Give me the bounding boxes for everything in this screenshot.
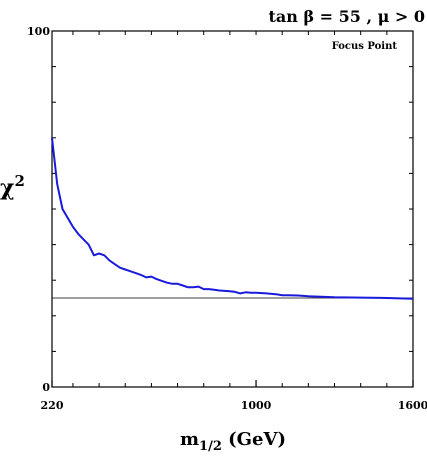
y-axis-label: χ2 xyxy=(0,172,25,201)
focus-point-annotation: Focus Point xyxy=(332,41,398,52)
x-tick-label: 1600 xyxy=(398,399,427,412)
y-tick-label: 0 xyxy=(42,381,50,394)
plot-frame xyxy=(51,30,414,388)
x-axis-label-sub: 1/2 xyxy=(199,439,222,454)
chi2-curve xyxy=(51,137,414,300)
x-tick-label: 1000 xyxy=(241,399,272,412)
x-axis-label-main: m xyxy=(180,429,199,450)
axis-ticks: 220 1000 1600 0 100 xyxy=(27,25,427,412)
chart-title: tan β = 55 , μ > 0 xyxy=(269,7,426,26)
y-tick-label: 100 xyxy=(27,25,50,38)
y-axis-label-main: χ xyxy=(0,175,14,201)
series-group xyxy=(51,137,414,300)
x-axis-label-unit: (GeV) xyxy=(222,429,286,450)
x-tick-label: 220 xyxy=(41,399,64,412)
y-axis-label-sup: 2 xyxy=(14,172,24,190)
x-axis-label: m1/2 (GeV) xyxy=(180,429,286,454)
